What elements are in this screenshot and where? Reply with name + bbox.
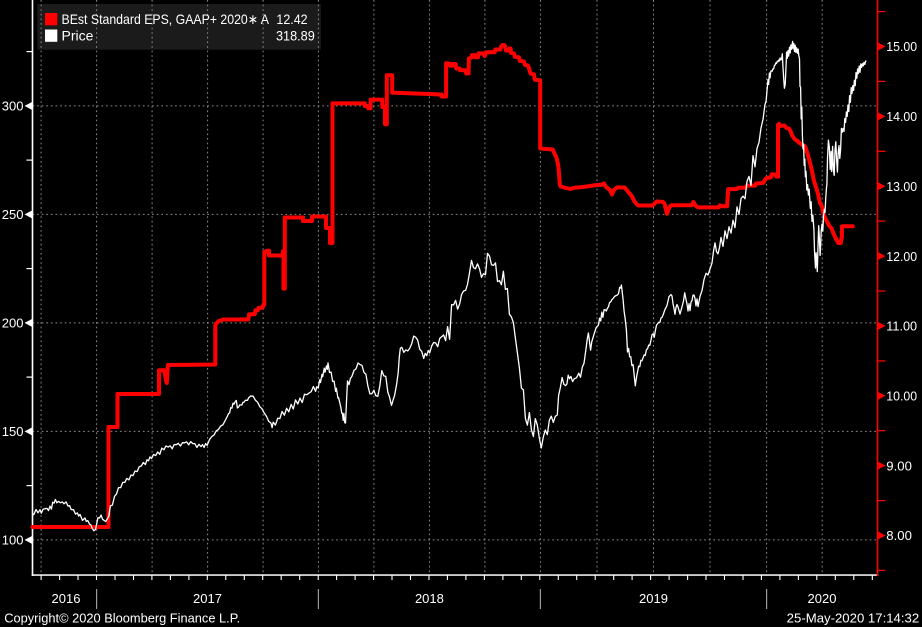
svg-text:10.00: 10.00	[886, 389, 917, 404]
svg-text:150: 150	[2, 424, 24, 439]
svg-text:100: 100	[2, 533, 24, 548]
svg-text:11.00: 11.00	[886, 319, 917, 334]
svg-text:13.00: 13.00	[886, 179, 917, 194]
svg-text:2016: 2016	[52, 591, 81, 606]
svg-text:8.00: 8.00	[886, 528, 912, 543]
svg-text:2019: 2019	[639, 591, 668, 606]
svg-text:Price: Price	[62, 28, 94, 44]
svg-text:14.00: 14.00	[886, 109, 917, 124]
svg-text:250: 250	[2, 207, 24, 222]
svg-text:12.42: 12.42	[276, 11, 307, 27]
svg-text:300: 300	[2, 99, 24, 114]
svg-text:9.00: 9.00	[886, 458, 912, 473]
svg-text:318.89: 318.89	[276, 28, 315, 44]
svg-text:25-May-2020 17:14:32: 25-May-2020 17:14:32	[787, 611, 920, 626]
svg-text:2018: 2018	[415, 591, 444, 606]
svg-text:2017: 2017	[193, 591, 222, 606]
svg-text:15.00: 15.00	[886, 39, 917, 54]
svg-text:2020: 2020	[808, 591, 837, 606]
svg-text:BEst Standard EPS, GAAP+ 2020∗: BEst Standard EPS, GAAP+ 2020∗ A	[62, 11, 270, 27]
svg-text:200: 200	[2, 316, 24, 331]
svg-text:Copyright© 2020 Bloomberg Fina: Copyright© 2020 Bloomberg Finance L.P.	[4, 611, 240, 626]
svg-text:12.00: 12.00	[886, 249, 917, 264]
